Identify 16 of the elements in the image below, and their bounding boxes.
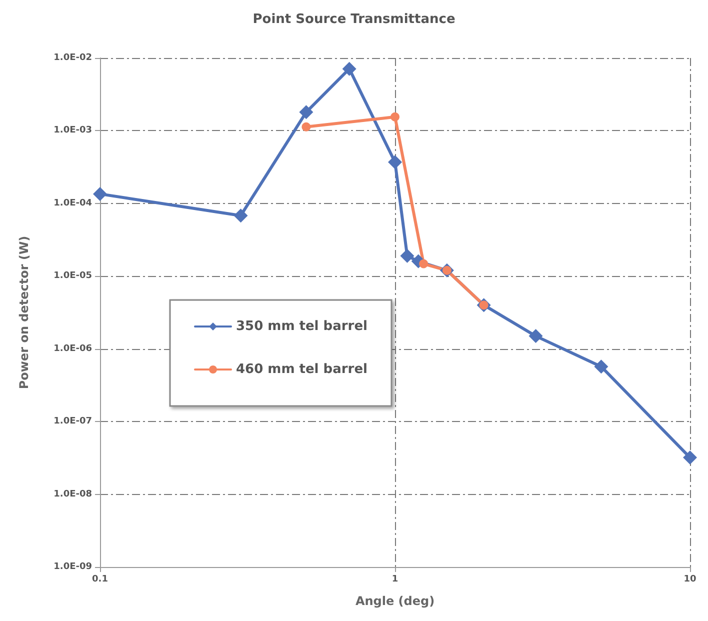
y-tick-label: 1.0E-04 [54,198,92,208]
y-tick-label: 1.0E-03 [54,126,92,136]
x-tick-label: 10 [684,574,696,584]
legend-label: 350 mm tel barrel [236,319,368,334]
chart-title: Point Source Transmittance [252,12,456,27]
x-axis-title: Angle (deg) [355,594,435,608]
y-tick-label: 1.0E-08 [54,489,92,500]
y-axis-title: Power on detector (W) [17,236,31,390]
x-tick-label: 0.1 [92,574,108,584]
y-tick-label: 1.0E-05 [54,271,92,282]
y-tick-label: 1.0E-07 [54,416,92,427]
x-tick-label: 1 [392,574,398,584]
y-tick-label: 1.0E-02 [54,53,92,63]
legend-label: 460 mm tel barrel [236,362,368,377]
y-tick-label: 1.0E-06 [54,344,92,354]
y-tick-label: 1.0E-09 [54,562,92,572]
